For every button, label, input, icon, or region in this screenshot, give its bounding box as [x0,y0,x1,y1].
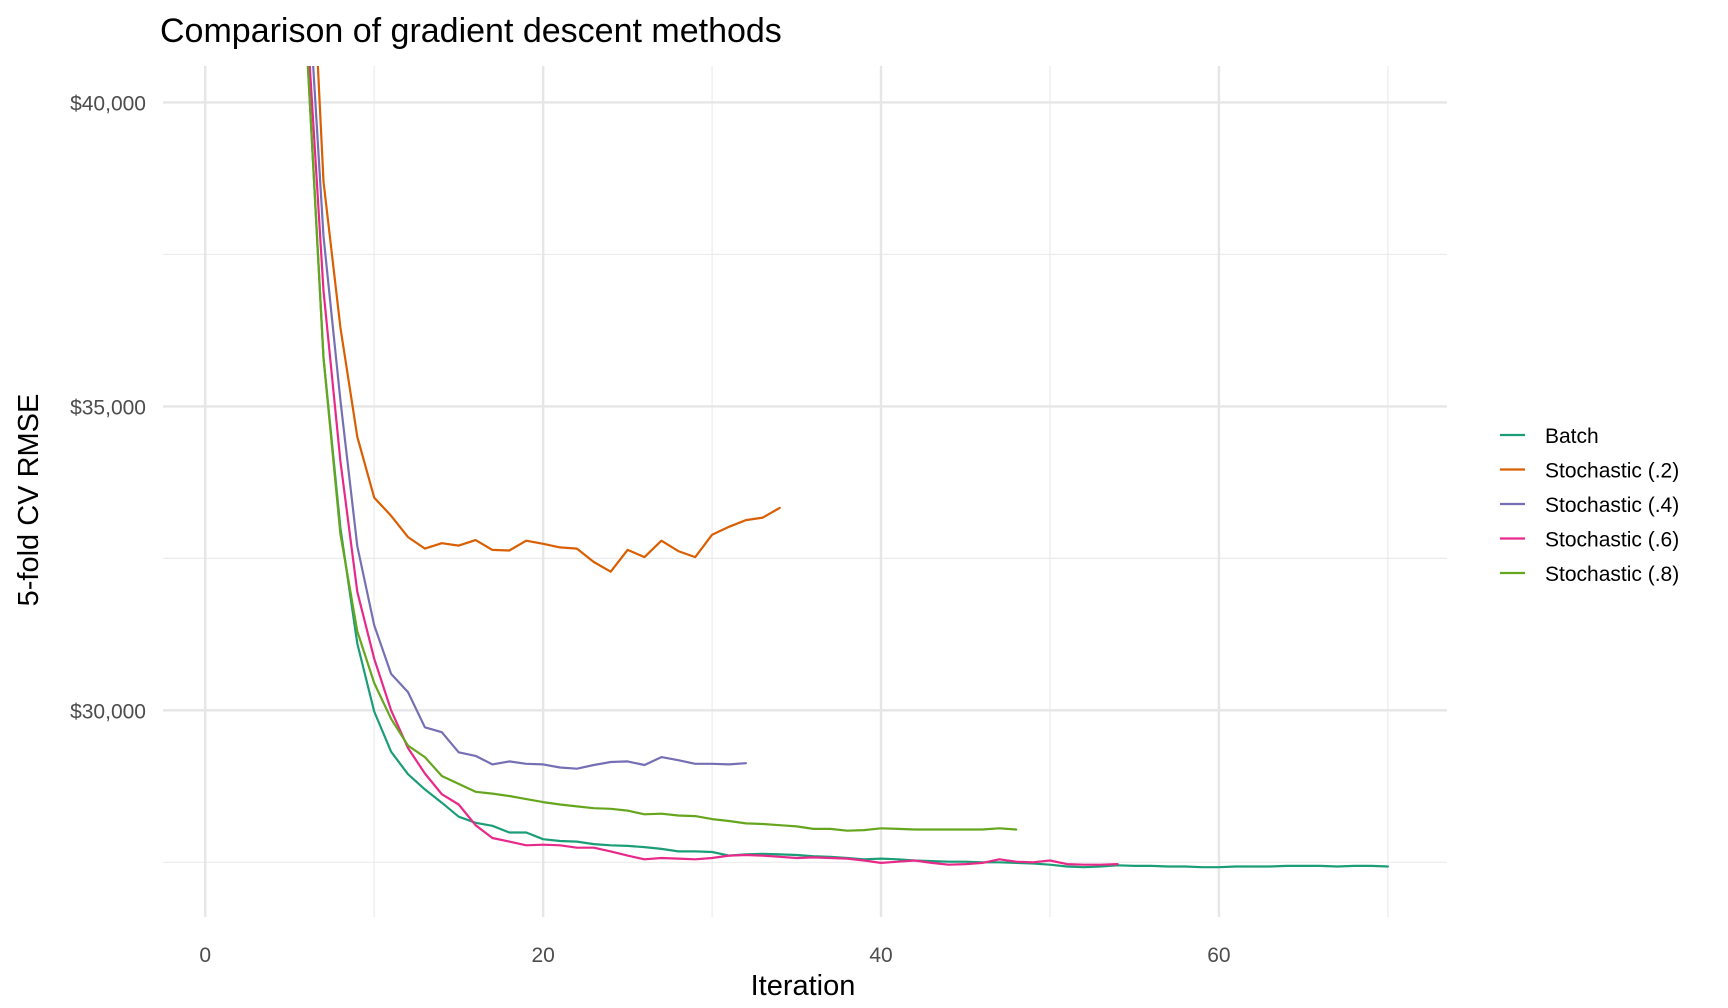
x-tick-label: 0 [199,944,211,967]
series-line-5 [306,66,1018,832]
legend-label-1: Batch [1545,425,1599,448]
legend-label-2: Stochastic (.2) [1545,460,1679,483]
y-axis-title: 5-fold CV RMSE [13,394,45,607]
legend-label-4: Stochastic (.6) [1545,529,1679,552]
series-line-2 [316,66,781,573]
x-tick-label: 60 [1207,944,1230,967]
grid [163,66,1447,917]
legend-label-5: Stochastic (.8) [1545,563,1679,586]
y-tick-label: $40,000 [70,92,146,115]
x-axis-ticks: 0 20 40 60 [199,944,1230,967]
series-line-3 [312,66,748,770]
chart-title: Comparison of gradient descent methods [160,12,782,50]
x-axis-title: Iteration [751,970,856,1002]
x-tick-label: 20 [531,944,554,967]
legend: Batch Stochastic (.2) Stochastic (.4) Stoch… [1500,425,1679,586]
y-tick-label: $30,000 [70,700,146,723]
x-tick-label: 40 [869,944,892,967]
series-line-4 [308,66,1119,866]
y-axis-ticks: $30,000 $35,000 $40,000 [70,92,146,723]
y-tick-label: $35,000 [70,396,146,419]
legend-label-3: Stochastic (.4) [1545,494,1679,517]
series-lines [306,66,1390,869]
series-line-1 [306,66,1390,869]
